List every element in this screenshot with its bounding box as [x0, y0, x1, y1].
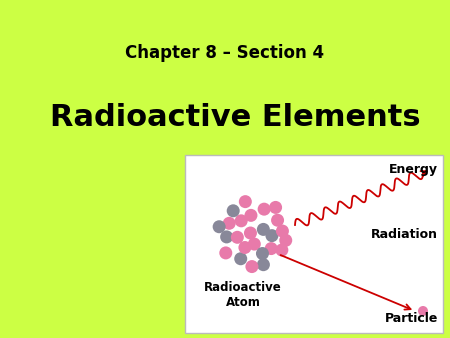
Circle shape — [220, 231, 233, 243]
Circle shape — [275, 243, 288, 257]
Circle shape — [279, 234, 292, 247]
Circle shape — [269, 201, 282, 214]
Circle shape — [266, 229, 279, 242]
Circle shape — [227, 204, 240, 217]
Circle shape — [265, 242, 278, 255]
Text: Radioactive Elements: Radioactive Elements — [50, 103, 421, 132]
Circle shape — [223, 217, 236, 230]
Circle shape — [276, 224, 289, 238]
Text: Chapter 8 – Section 4: Chapter 8 – Section 4 — [126, 44, 324, 62]
Circle shape — [245, 260, 258, 273]
Text: Particle: Particle — [385, 312, 438, 325]
Circle shape — [256, 247, 269, 260]
Circle shape — [271, 214, 284, 227]
Text: Radiation: Radiation — [371, 227, 438, 241]
Circle shape — [244, 226, 257, 240]
Circle shape — [238, 241, 252, 254]
Circle shape — [257, 223, 270, 236]
Circle shape — [418, 306, 428, 316]
Text: Radioactive
Atom: Radioactive Atom — [204, 281, 282, 309]
Circle shape — [244, 209, 257, 222]
Text: Energy: Energy — [389, 163, 438, 176]
Circle shape — [239, 195, 252, 208]
Circle shape — [248, 238, 261, 250]
Circle shape — [257, 258, 270, 271]
Circle shape — [234, 252, 247, 265]
Circle shape — [219, 246, 232, 260]
Circle shape — [213, 220, 225, 233]
Bar — [185, 155, 443, 333]
Circle shape — [231, 231, 244, 244]
Circle shape — [235, 214, 248, 227]
Circle shape — [258, 203, 270, 216]
